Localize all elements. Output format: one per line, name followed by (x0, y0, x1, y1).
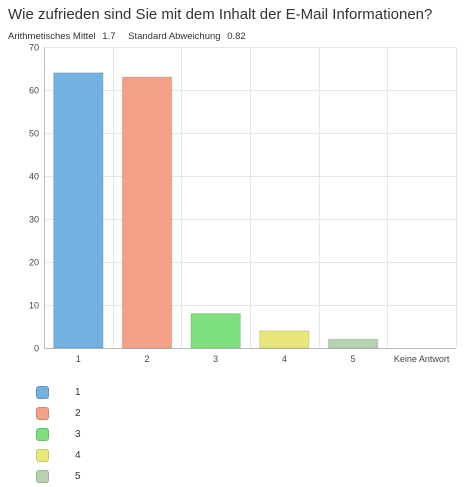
legend-item[interactable]: 4 (36, 445, 81, 466)
legend-label: 4 (75, 450, 81, 461)
x-tick-label: 2 (144, 354, 149, 364)
bar-5 (327, 338, 379, 349)
y-tick-label: 40 (29, 172, 39, 182)
legend-swatch (36, 449, 49, 462)
legend-item[interactable]: 1 (36, 382, 81, 403)
legend-label: 1 (75, 387, 81, 398)
chart-legend: 1 2 3 4 5 (36, 382, 81, 487)
legend-swatch (36, 470, 49, 483)
x-tick-label: 4 (282, 354, 287, 364)
bar-2 (121, 76, 173, 349)
y-tick-label: 70 (29, 43, 39, 53)
legend-item[interactable]: 5 (36, 466, 81, 487)
legend-item[interactable]: 3 (36, 424, 81, 445)
sd-label: Standard Abweichung (128, 31, 221, 42)
stats-line: Arithmetisches Mittel 1.7 Standard Abwei… (8, 31, 250, 42)
y-tick-label: 20 (29, 258, 39, 268)
legend-label: 3 (75, 429, 81, 440)
y-tick-label: 50 (29, 129, 39, 139)
bar-3 (190, 313, 241, 349)
legend-item[interactable]: 2 (36, 403, 81, 424)
x-tick-label: 1 (76, 354, 81, 364)
chart-title: Wie zufrieden sind Sie mit dem Inhalt de… (8, 6, 433, 23)
x-tick-label: 3 (213, 354, 218, 364)
x-tick-label: 5 (350, 354, 355, 364)
bar-chart: 0 10 20 30 40 50 60 70 1 2 3 4 5 Keine Antwort (29, 43, 457, 364)
y-tick-label: 30 (29, 215, 39, 225)
y-tick-label: 10 (29, 301, 39, 311)
y-tick-label: 60 (29, 86, 39, 96)
x-tick-label: Keine Antwort (394, 354, 450, 364)
sd-value: 0.82 (227, 31, 246, 42)
bar-4 (259, 330, 310, 349)
mean-label: Arithmetisches Mittel (8, 31, 96, 42)
y-tick-label: 0 (34, 344, 39, 354)
mean-value: 1.7 (102, 31, 116, 42)
legend-swatch (36, 386, 49, 399)
bar-1 (53, 72, 104, 349)
legend-label: 5 (75, 471, 81, 482)
legend-label: 2 (75, 408, 81, 419)
legend-swatch (36, 407, 49, 420)
legend-swatch (36, 428, 49, 441)
